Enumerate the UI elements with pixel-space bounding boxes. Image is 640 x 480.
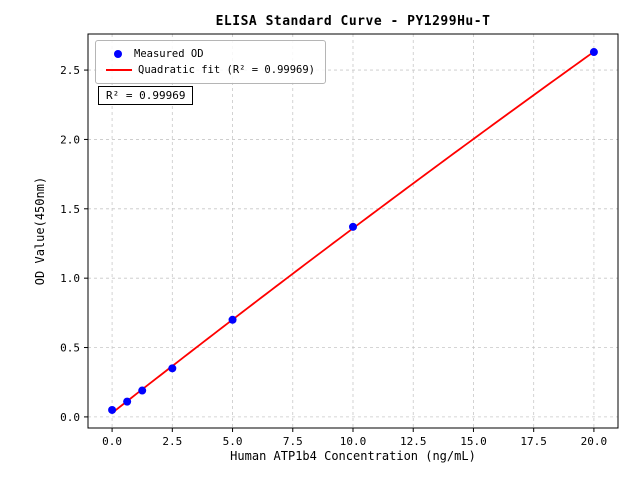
y-tick-label: 2.0 bbox=[60, 133, 80, 146]
data-point bbox=[138, 386, 147, 395]
data-point bbox=[108, 405, 117, 414]
r-squared-annotation: R² = 0.99969 bbox=[98, 86, 194, 105]
x-tick-label: 2.5 bbox=[162, 435, 182, 448]
x-tick-label: 0.0 bbox=[102, 435, 122, 448]
data-point bbox=[589, 48, 598, 57]
y-tick-label: 2.5 bbox=[60, 64, 80, 77]
x-tick-label: 12.5 bbox=[400, 435, 427, 448]
y-tick-label: 0.0 bbox=[60, 411, 80, 424]
y-tick-label: 0.5 bbox=[60, 342, 80, 355]
legend-item-measured-od: Measured OD bbox=[104, 46, 315, 62]
x-tick-label: 10.0 bbox=[340, 435, 367, 448]
y-tick-label: 1.0 bbox=[60, 272, 80, 285]
y-axis-label: OD Value(450nm) bbox=[33, 176, 47, 286]
legend: Measured OD Quadratic fit (R² = 0.99969) bbox=[95, 40, 327, 84]
chart-title: ELISA Standard Curve - PY1299Hu-T bbox=[215, 14, 491, 29]
legend-label-quadratic-fit: Quadratic fit (R² = 0.99969) bbox=[138, 64, 316, 76]
x-tick-label: 20.0 bbox=[581, 435, 608, 448]
x-tick-label: 5.0 bbox=[223, 435, 243, 448]
data-point bbox=[168, 364, 177, 373]
y-tick-label: 1.5 bbox=[60, 203, 80, 216]
x-axis-label: Human ATP1b4 Concentration (ng/mL) bbox=[230, 449, 476, 463]
scatter-marker-icon bbox=[114, 50, 122, 58]
line-marker-icon bbox=[106, 69, 132, 71]
data-point bbox=[228, 315, 237, 324]
legend-item-quadratic-fit: Quadratic fit (R² = 0.99969) bbox=[104, 62, 315, 78]
legend-label-measured-od: Measured OD bbox=[134, 48, 204, 60]
data-point bbox=[349, 222, 357, 231]
x-tick-label: 17.5 bbox=[520, 435, 547, 448]
x-tick-label: 15.0 bbox=[460, 435, 487, 448]
x-tick-label: 7.5 bbox=[283, 435, 303, 448]
data-point bbox=[123, 397, 132, 406]
